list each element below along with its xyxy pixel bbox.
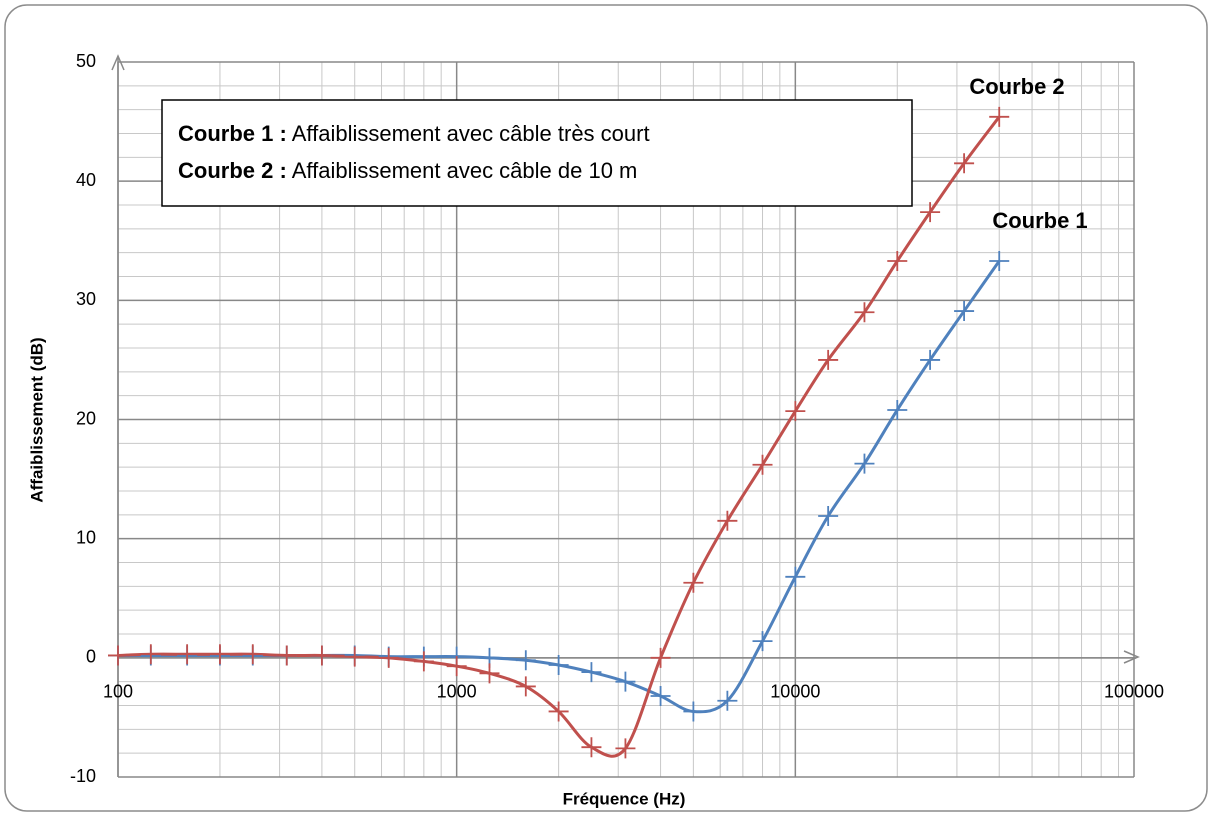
point-marker: [515, 650, 536, 671]
point-marker: [548, 701, 569, 722]
point-marker: [818, 349, 839, 370]
point-marker: [515, 676, 536, 697]
point-marker: [989, 106, 1010, 127]
series-line: [117, 115, 1001, 758]
point-marker: [242, 644, 263, 665]
y-tick-label: 40: [76, 170, 96, 190]
point-marker: [276, 645, 297, 666]
y-tick-label: 0: [86, 647, 96, 667]
point-marker: [887, 251, 908, 272]
point-marker: [683, 572, 704, 593]
x-axis-arrow: [1123, 650, 1140, 664]
legend-text: Affaiblissement avec câble très court: [292, 121, 650, 146]
y-tick-label: 20: [76, 408, 96, 428]
point-marker: [177, 644, 198, 665]
point-marker: [650, 685, 671, 706]
point-marker: [717, 510, 738, 531]
point-marker: [683, 701, 704, 722]
point-marker: [854, 302, 875, 323]
point-marker: [854, 453, 875, 474]
point-marker: [548, 654, 569, 675]
point-marker: [954, 301, 975, 322]
legend-text: Affaiblissement avec câble de 10 m: [292, 158, 638, 183]
point-marker: [920, 349, 941, 370]
point-marker: [108, 645, 128, 666]
legend-label: Courbe 1 :: [178, 121, 287, 146]
point-marker: [818, 506, 839, 527]
point-marker: [785, 401, 806, 422]
point-marker: [413, 651, 434, 672]
legend-label: Courbe 2 :: [178, 158, 287, 183]
x-axis-label: Fréquence (Hz): [563, 789, 686, 808]
point-marker: [209, 644, 230, 665]
series-annotation: Courbe 2: [969, 74, 1064, 99]
x-tick-label: 100000: [1104, 682, 1164, 702]
point-marker: [140, 644, 161, 665]
point-marker: [311, 645, 332, 666]
point-marker: [615, 671, 636, 692]
legend-entry: Courbe 2 : Affaiblissement avec câble de…: [178, 158, 637, 183]
y-axis-arrow: [111, 54, 125, 71]
point-marker: [920, 202, 941, 223]
point-marker: [378, 647, 399, 668]
legend-box: [161, 99, 913, 207]
point-marker: [752, 631, 773, 652]
point-marker: [344, 646, 365, 667]
point-marker: [615, 738, 636, 759]
x-tick-label: 10000: [770, 682, 820, 702]
x-tick-label: 1000: [437, 682, 477, 702]
point-marker: [785, 566, 806, 587]
point-marker: [887, 399, 908, 420]
point-marker: [752, 454, 773, 475]
point-marker: [446, 656, 467, 677]
y-tick-label: 30: [76, 289, 96, 309]
point-marker: [650, 647, 671, 668]
y-tick-label: 10: [76, 527, 96, 547]
series-annotation: Courbe 1: [992, 208, 1087, 233]
point-marker: [581, 737, 602, 758]
point-marker: [954, 153, 975, 174]
point-marker: [717, 690, 738, 711]
y-axis-label: Affaiblissement (dB): [27, 337, 46, 502]
y-tick-label: 50: [76, 51, 96, 71]
y-tick-label: -10: [70, 766, 96, 786]
point-marker: [479, 663, 500, 684]
point-marker: [581, 662, 602, 683]
point-marker: [989, 251, 1010, 272]
legend-entry: Courbe 1 : Affaiblissement avec câble tr…: [178, 121, 650, 146]
axes: 100 1000 10000 100000 -10 0 10 20 30 40 50: [70, 51, 1164, 786]
x-tick-label: 100: [103, 682, 133, 702]
